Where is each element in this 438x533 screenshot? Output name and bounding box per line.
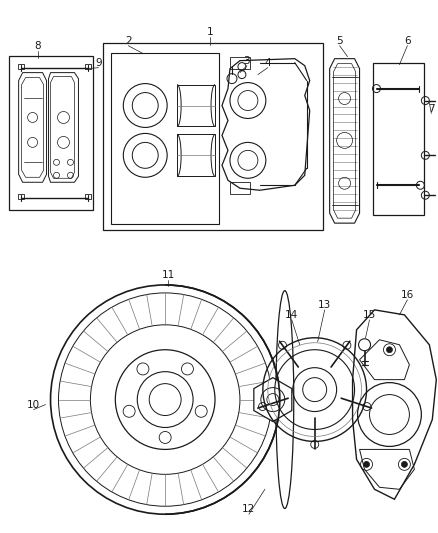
- Text: 11: 11: [162, 270, 175, 280]
- Text: 3: 3: [244, 55, 250, 66]
- Bar: [111, 53, 219, 224]
- Text: 1: 1: [207, 27, 213, 37]
- Bar: [18, 194, 24, 199]
- Circle shape: [386, 347, 392, 353]
- Bar: [85, 63, 92, 69]
- Bar: [372, 63, 424, 215]
- Text: 5: 5: [336, 36, 343, 46]
- Text: 15: 15: [363, 310, 376, 320]
- Bar: [9, 55, 93, 210]
- Text: 12: 12: [242, 504, 255, 514]
- Circle shape: [364, 462, 370, 467]
- Bar: [230, 182, 250, 194]
- Text: 10: 10: [27, 400, 40, 409]
- Circle shape: [401, 462, 407, 467]
- Bar: [103, 43, 323, 230]
- Text: 7: 7: [428, 103, 434, 114]
- Bar: [18, 63, 24, 69]
- Text: 13: 13: [318, 300, 331, 310]
- Bar: [230, 56, 250, 69]
- Text: 9: 9: [95, 58, 102, 68]
- Ellipse shape: [276, 290, 294, 508]
- Text: 2: 2: [125, 36, 131, 46]
- Bar: [177, 134, 215, 176]
- Polygon shape: [254, 378, 292, 422]
- Text: 8: 8: [34, 41, 41, 51]
- Text: 14: 14: [285, 310, 298, 320]
- Text: 16: 16: [401, 290, 414, 300]
- Bar: [177, 85, 215, 126]
- Text: 4: 4: [265, 58, 271, 68]
- Text: 6: 6: [404, 36, 411, 46]
- Bar: [85, 194, 92, 199]
